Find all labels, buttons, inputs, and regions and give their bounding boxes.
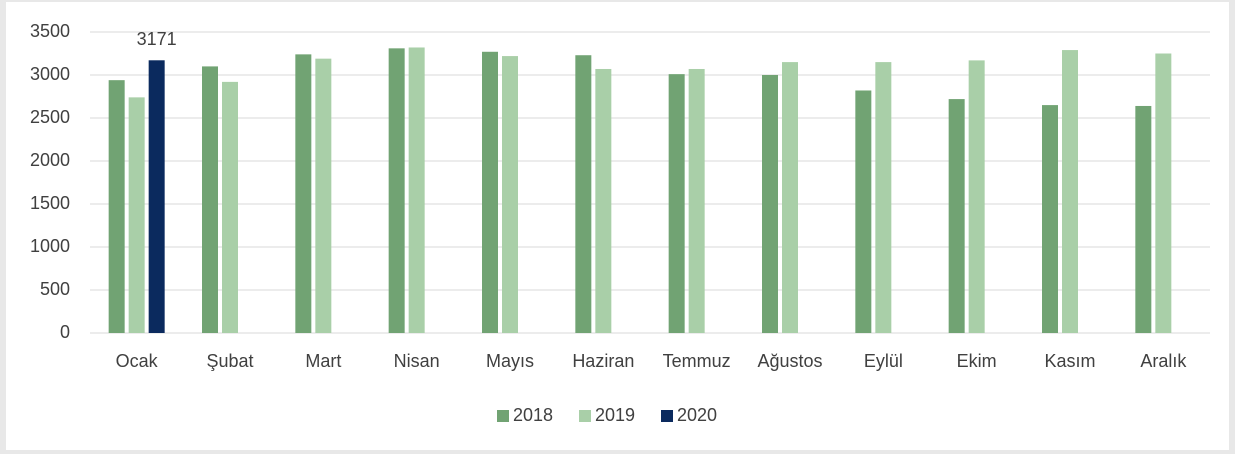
bar: [948, 99, 965, 333]
x-tick-label: Ağustos: [757, 351, 822, 371]
y-tick-label: 3500: [30, 21, 70, 41]
legend-swatch: [661, 410, 673, 422]
bar: [315, 58, 332, 333]
x-tick-label: Mayıs: [486, 351, 534, 371]
y-tick-label: 2000: [30, 150, 70, 170]
legend-label: 2020: [677, 405, 717, 425]
y-tick-label: 3000: [30, 64, 70, 84]
bar: [482, 51, 498, 333]
legend-label: 2018: [513, 405, 553, 425]
legend-swatch: [579, 410, 591, 422]
bar: [875, 62, 892, 333]
bar: [148, 60, 165, 333]
x-tick-label: Kasım: [1044, 351, 1095, 371]
bar: [968, 60, 985, 333]
y-tick-label: 2500: [30, 107, 70, 127]
x-tick-label: Nisan: [394, 351, 440, 371]
bar: [295, 54, 312, 334]
x-tick-label: Temmuz: [663, 351, 731, 371]
x-tick-label: Ekim: [957, 351, 997, 371]
bar: [222, 81, 238, 333]
x-tick-label: Ocak: [116, 351, 159, 371]
bar: [108, 80, 125, 333]
x-tick-label: Haziran: [572, 351, 634, 371]
bar: [575, 55, 592, 333]
bar: [1155, 53, 1172, 333]
bar: [782, 62, 798, 333]
y-tick-label: 0: [60, 322, 70, 342]
data-label: 3171: [137, 29, 177, 49]
x-tick-label: Aralık: [1140, 351, 1187, 371]
y-tick-label: 500: [40, 279, 70, 299]
x-tick-label: Eylül: [864, 351, 903, 371]
x-tick-label: Şubat: [206, 351, 253, 371]
legend-swatch: [497, 410, 509, 422]
bar: [1042, 105, 1058, 333]
bar: [688, 68, 705, 333]
bar: [202, 66, 218, 334]
x-tick-label: Mart: [305, 351, 341, 371]
bar: [408, 47, 425, 333]
bar: [502, 56, 518, 334]
legend-label: 2019: [595, 405, 635, 425]
bar: [595, 68, 612, 333]
bar: [1135, 105, 1152, 334]
bar: [668, 74, 685, 333]
y-tick-label: 1000: [30, 236, 70, 256]
bar: [855, 90, 872, 333]
bar: [388, 48, 405, 334]
bar: [128, 97, 145, 333]
bar: [762, 75, 778, 333]
y-tick-label: 1500: [30, 193, 70, 213]
bar: [1062, 50, 1078, 334]
